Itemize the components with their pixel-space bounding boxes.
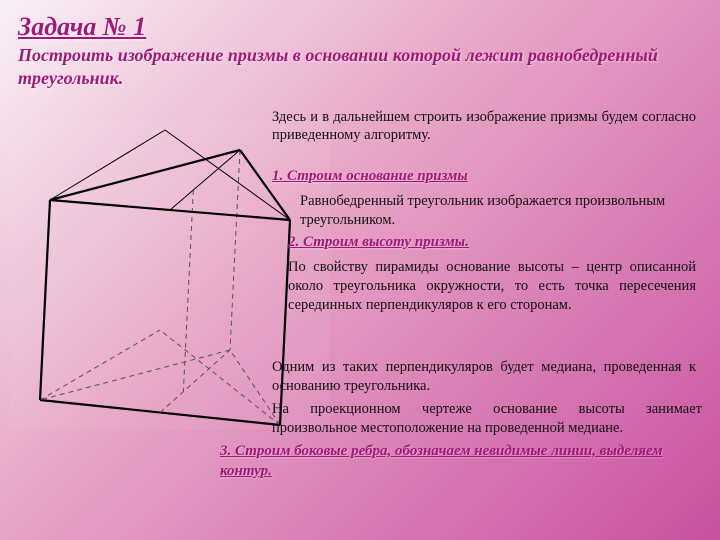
step-1-heading: 1. Строим основание призмы — [272, 168, 696, 185]
step-2-heading: 2. Строим высоту призмы. — [288, 234, 696, 251]
step-2-text-c: На проекционном чертеже основание высоты… — [272, 400, 702, 438]
step-2-text-b: Одним из таких перпендикуляров будет мед… — [272, 358, 696, 396]
step-2-text-a: По свойству пирамиды основание высоты – … — [288, 258, 696, 315]
step-1-text: Равнобедренный треугольник изображается … — [300, 192, 696, 230]
step-3-heading: 3. Строим боковые ребра, обозначаем неви… — [220, 442, 696, 481]
intro-paragraph: Здесь и в дальнейшем строить изображение… — [272, 108, 696, 144]
task-subtitle: Построить изображение призмы в основании… — [0, 44, 720, 95]
task-title: Задача № 1 — [0, 0, 720, 44]
